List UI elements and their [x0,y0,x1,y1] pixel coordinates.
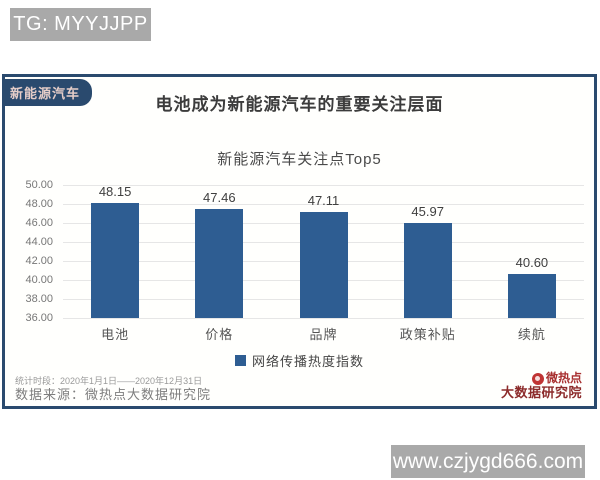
gridline [63,204,584,205]
bar-品牌[interactable]: 47.11 [299,193,348,318]
report-title: 电池成为新能源汽车的重要关注层面 [155,95,444,114]
bar-value-label: 47.11 [307,193,340,209]
report-card: 新能源汽车 电池成为新能源汽车的重要关注层面 新能源汽车关注点Top5 50.0… [2,74,597,409]
bar-column: 45.97 [376,185,480,318]
footer-source-block: 统计时段：2020年1月1日——2020年12月31日 数据来源：微热点大数据研… [15,376,211,404]
bar-value-label: 47.46 [203,190,236,206]
publisher-subname-text: 大数据研究院 [500,385,582,401]
website-watermark-text: www.czjygd666.com [392,449,584,473]
bar-column: 47.11 [271,185,375,318]
y-tick-label: 38.00 [25,293,53,305]
website-watermark-badge: www.czjygd666.com [391,445,585,478]
legend-swatch-icon [234,355,246,366]
x-axis-labels: 电池 价格 品牌 政策补贴 续航 [63,324,584,343]
y-tick-label: 50.00 [25,179,53,191]
bars-row: 48.15 47.46 47.11 45.97 40.60 [63,184,584,318]
legend-label: 网络传播热度指数 [251,354,364,369]
x-axis-label: 品牌 [309,327,338,342]
publisher-name-text: 微热点 [545,371,582,386]
gridline [63,185,584,186]
x-axis-label: 电池 [101,327,130,342]
y-tick-label: 44.00 [25,236,53,248]
publisher-logo: 微热点 大数据研究院 [500,371,582,401]
x-axis-label: 续航 [517,327,546,342]
publisher-logo-line1: 微热点 [501,371,582,386]
hotspot-logo-icon [531,373,544,386]
y-tick-label: 36.00 [25,312,53,324]
y-tick-label: 48.00 [25,198,53,210]
chart-legend: 网络传播热度指数 [5,351,594,370]
bar-column: 47.46 [167,185,271,318]
y-tick-label: 40.00 [25,274,53,286]
bar-value-label: 48.15 [98,183,132,199]
bar-value-label: 45.97 [411,204,444,220]
chart-title: 新能源汽车关注点Top5 [217,151,382,168]
x-axis-label: 价格 [205,327,234,342]
bar-政策补贴[interactable]: 45.97 [403,204,452,318]
bar-价格[interactable]: 47.46 [195,190,244,318]
x-axis-label: 政策补贴 [399,327,456,342]
bar-电池[interactable]: 48.15 [91,184,140,318]
tg-watermark-badge: TG: MYYJJPP [10,8,151,41]
bar-value-label: 40.60 [515,255,549,271]
gridline [63,318,584,319]
y-tick-label: 46.00 [25,217,53,229]
data-source-text: 数据来源：微热点大数据研究院 [15,386,212,402]
y-tick-label: 42.00 [25,255,53,267]
tg-watermark-text: TG: MYYJJPP [13,13,148,35]
category-tag-pill: 新能源汽车 [2,79,93,106]
stats-period-text: 统计时段：2020年1月1日——2020年12月31日 [15,375,203,386]
category-tag-label: 新能源汽车 [10,86,81,101]
y-axis-labels: 50.00 48.00 46.00 44.00 42.00 40.00 38.00 36.00 [5,179,55,324]
bar-续航[interactable]: 40.60 [507,255,556,318]
bar-column: 40.60 [480,185,584,318]
bar-column: 48.15 [63,184,167,318]
